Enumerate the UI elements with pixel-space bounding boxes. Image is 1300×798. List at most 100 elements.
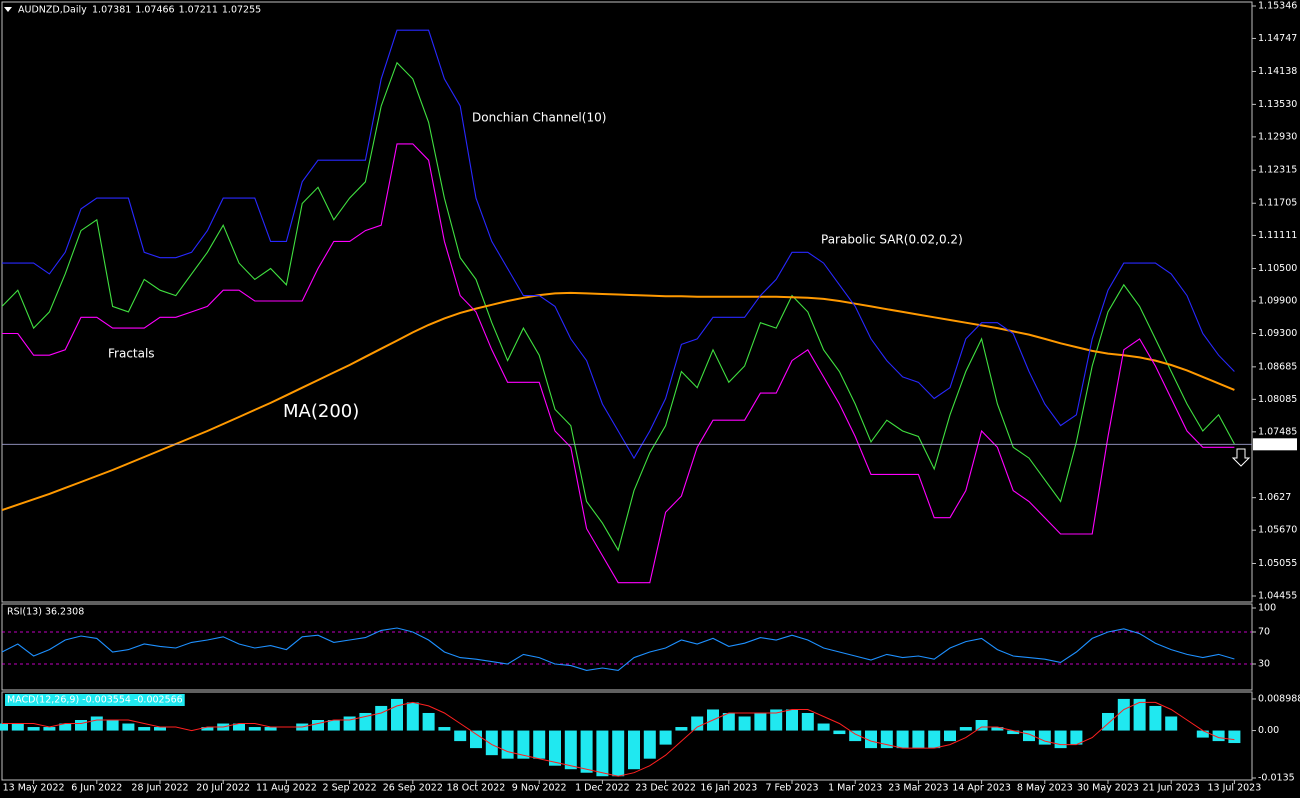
histogram-bar — [438, 727, 451, 731]
series-line — [2, 143, 1235, 584]
histogram-bar — [738, 716, 751, 731]
last-price-box — [1253, 438, 1297, 451]
histogram-bar — [233, 723, 245, 731]
x-tick-label: 30 May 2023 — [1077, 783, 1139, 794]
histogram-bar — [43, 727, 56, 731]
histogram-bar — [817, 723, 830, 731]
y-tick-label: 1.05670 — [1258, 525, 1297, 536]
histogram-bar — [722, 712, 735, 731]
ohlc-value: 1.07255 — [222, 5, 261, 16]
annotation: Donchian Channel(10) — [472, 111, 606, 125]
x-tick-label: 18 Oct 2022 — [447, 783, 506, 794]
histogram-bar — [975, 720, 988, 731]
histogram-bar — [849, 730, 862, 742]
histogram-bar — [770, 709, 783, 731]
histogram-bar — [912, 730, 925, 749]
y-tick-label: 1.05055 — [1258, 558, 1297, 569]
x-tick-label: 26 Sep 2022 — [383, 783, 443, 794]
histogram-bar — [27, 727, 40, 731]
histogram-bar — [801, 712, 814, 731]
y-tick-label: 1.12930 — [1258, 131, 1297, 142]
y-tick-label: 1.09300 — [1258, 328, 1297, 339]
histogram-bar — [1212, 730, 1225, 742]
histogram-bar — [928, 730, 941, 749]
histogram-bar — [564, 730, 577, 770]
x-tick-label: 1 Mar 2023 — [828, 783, 882, 794]
x-tick-label: 14 Apr 2023 — [952, 783, 1011, 794]
histogram-bar — [248, 727, 261, 731]
histogram-bar — [375, 705, 388, 731]
y-tick-label: 1.11111 — [1258, 230, 1297, 241]
histogram-bar — [327, 720, 340, 731]
histogram-bar — [896, 730, 909, 749]
y-tick-label: -0.0135 — [1258, 773, 1295, 784]
last-price-label: 1.07255 — [1257, 439, 1296, 450]
histogram-bar — [90, 716, 103, 731]
series-line — [1, 291, 1235, 512]
histogram-bar — [612, 730, 625, 777]
annotation: MA(200) — [283, 401, 359, 422]
series-line — [2, 29, 1235, 460]
histogram-bar — [1165, 716, 1178, 731]
x-tick-label: 1 Dec 2022 — [575, 783, 630, 794]
x-tick-label: 23 Mar 2023 — [888, 783, 948, 794]
y-tick-label: 70 — [1258, 627, 1270, 638]
histogram-bar — [264, 727, 277, 731]
y-tick-label: 1.08685 — [1258, 361, 1297, 372]
x-tick-label: 11 Aug 2022 — [256, 783, 317, 794]
panel-title: RSI(13) 36.2308 — [7, 607, 84, 618]
panel-frame — [1, 691, 1253, 781]
y-tick-label: 1.14747 — [1258, 33, 1297, 44]
chart-title: AUDNZD,Daily — [18, 5, 87, 16]
histogram-bar — [1023, 730, 1035, 742]
x-tick-label: 16 Jan 2023 — [700, 783, 757, 794]
histogram-bar — [865, 730, 877, 749]
title-box — [5, 694, 185, 706]
histogram-bar — [1007, 730, 1020, 735]
x-tick-label: 9 Nov 2022 — [512, 783, 567, 794]
histogram-bar — [833, 730, 846, 735]
panel-frame — [1, 1, 1253, 603]
y-tick-label: 1.14138 — [1258, 66, 1297, 77]
histogram-bar — [675, 727, 688, 731]
histogram-bar — [201, 727, 214, 731]
histogram-bar — [0, 723, 8, 731]
y-tick-label: 30 — [1258, 659, 1270, 670]
y-tick-label: 1.13530 — [1258, 99, 1297, 110]
histogram-bar — [1054, 730, 1067, 749]
ohlc-value: 1.07211 — [179, 5, 218, 16]
histogram-bar — [154, 727, 166, 731]
x-tick-label: 13 Jul 2023 — [1208, 783, 1262, 794]
histogram-bar — [1149, 705, 1162, 731]
histogram-bar — [596, 730, 609, 777]
histogram-bar — [138, 727, 151, 731]
histogram-bar — [422, 712, 435, 731]
histogram-bar — [470, 730, 482, 749]
signal-line — [2, 701, 1235, 777]
histogram-bar — [628, 730, 640, 770]
histogram-bar — [75, 720, 87, 731]
histogram-bar — [643, 730, 656, 759]
y-tick-label: 100 — [1258, 603, 1276, 614]
x-tick-label: 23 Dec 2022 — [635, 783, 696, 794]
histogram-bar — [1038, 730, 1051, 745]
panel-frame — [1, 603, 1253, 691]
x-tick-label: 13 May 2022 — [3, 783, 65, 794]
histogram-bar — [391, 698, 403, 731]
histogram-bar — [754, 712, 767, 731]
histogram-bar — [580, 730, 593, 773]
histogram-bar — [786, 709, 798, 731]
histogram-bar — [959, 727, 972, 731]
y-tick-label: 1.11705 — [1258, 198, 1297, 209]
histogram-bar — [1196, 730, 1209, 738]
y-tick-label: 1.09900 — [1258, 296, 1297, 307]
histogram-bar — [1117, 698, 1130, 731]
panel-title: MACD(12,26,9) -0.003554 -0.002566 — [7, 695, 183, 706]
y-tick-label: 0.008988 — [1258, 693, 1300, 704]
histogram-bar — [1070, 730, 1083, 745]
y-tick-label: 1.08085 — [1258, 394, 1297, 405]
x-tick-label: 6 Jun 2022 — [71, 783, 122, 794]
histogram-bar — [11, 723, 24, 731]
x-tick-label: 28 Jun 2022 — [131, 783, 188, 794]
